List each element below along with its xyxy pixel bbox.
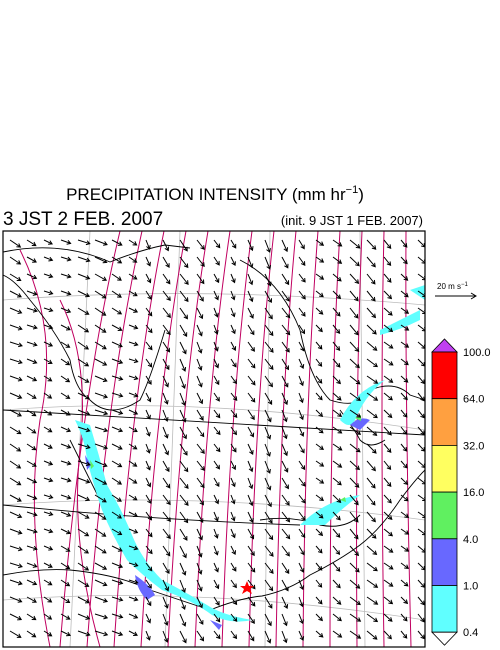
map-frame <box>2 230 426 648</box>
colorbar-box <box>431 585 458 633</box>
colorbar-box <box>431 491 458 540</box>
title-sup: −1 <box>346 184 359 196</box>
contour-line <box>275 231 297 647</box>
precipitation <box>75 285 425 630</box>
contour-line <box>356 231 363 647</box>
title-main: PRECIPITATION INTENSITY (mm hr <box>66 185 346 204</box>
wind-vectors <box>9 239 425 644</box>
wind-arrows <box>9 239 425 644</box>
wind-legend-sup: −1 <box>461 282 469 288</box>
contour-line <box>221 231 253 647</box>
contour-line <box>302 231 319 647</box>
colorbar-box <box>431 538 458 586</box>
valid-time: 3 JST 2 FEB. 2007 <box>3 209 163 230</box>
init-time: (init. 9 JST 1 FEB. 2007) <box>281 213 423 228</box>
colorbar-label: 1.0 <box>463 581 478 593</box>
wind-legend-label: 20 m s−1 <box>437 282 469 291</box>
colorbar: 100.0 64.0 32.0 16.0 4.0 1.0 0.4 <box>431 338 491 646</box>
wind-legend-main: 20 m s <box>437 282 461 291</box>
contour-line <box>19 249 51 647</box>
colorbar-label: 16.0 <box>463 487 484 499</box>
colorbar-under <box>431 631 458 646</box>
contour-line <box>86 231 143 647</box>
contour-line <box>381 231 385 647</box>
colorbar-label: 100.0 <box>463 347 491 359</box>
colorbar-label: 32.0 <box>463 440 484 452</box>
contour-line <box>59 231 121 647</box>
map <box>2 230 426 648</box>
colorbar-label: 0.4 <box>463 627 478 639</box>
location-marker <box>240 581 254 594</box>
colorbar-label: 64.0 <box>463 394 484 406</box>
lat-lon-grid <box>3 231 425 647</box>
colorbar-box <box>431 351 458 400</box>
wind-legend-arrow <box>435 292 477 300</box>
colorbar-over <box>431 338 458 353</box>
colorbar-box <box>431 398 458 446</box>
title-end: ) <box>358 185 364 204</box>
title: PRECIPITATION INTENSITY (mm hr−1) <box>66 184 364 204</box>
contour-line <box>248 231 275 647</box>
colorbar-box <box>431 444 458 493</box>
colorbar-label: 4.0 <box>463 534 478 546</box>
